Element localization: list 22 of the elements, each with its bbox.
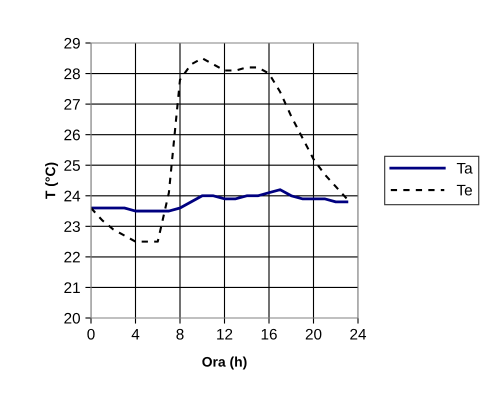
legend-label: Ta	[456, 163, 473, 174]
x-tick-label: 0	[87, 328, 95, 340]
x-axis-title: Ora (h)	[202, 356, 247, 370]
y-tick-label: 24	[64, 190, 80, 202]
legend-label: Te	[456, 184, 472, 196]
x-tick-label: 16	[262, 328, 277, 340]
line-series	[91, 188, 348, 212]
y-tick-label: 26	[64, 130, 80, 140]
y-tick-label: 28	[64, 68, 80, 80]
x-tick-label: 24	[350, 328, 366, 340]
y-tick-label: 27	[64, 98, 80, 110]
y-tick-label: 20	[64, 312, 80, 324]
y-axis-title: T (°C)	[45, 162, 58, 199]
x-tick-label: 4	[132, 328, 140, 340]
y-tick-label: 29	[64, 38, 80, 49]
y-tick-label: 21	[64, 282, 80, 293]
y-tick-label: 22	[64, 252, 80, 262]
x-tick-label: 8	[176, 328, 184, 340]
x-tick-label: 12	[217, 328, 232, 340]
y-tick-label: 23	[64, 221, 80, 232]
y-tick-label: 25	[64, 160, 80, 171]
x-tick-label: 20	[306, 328, 322, 340]
